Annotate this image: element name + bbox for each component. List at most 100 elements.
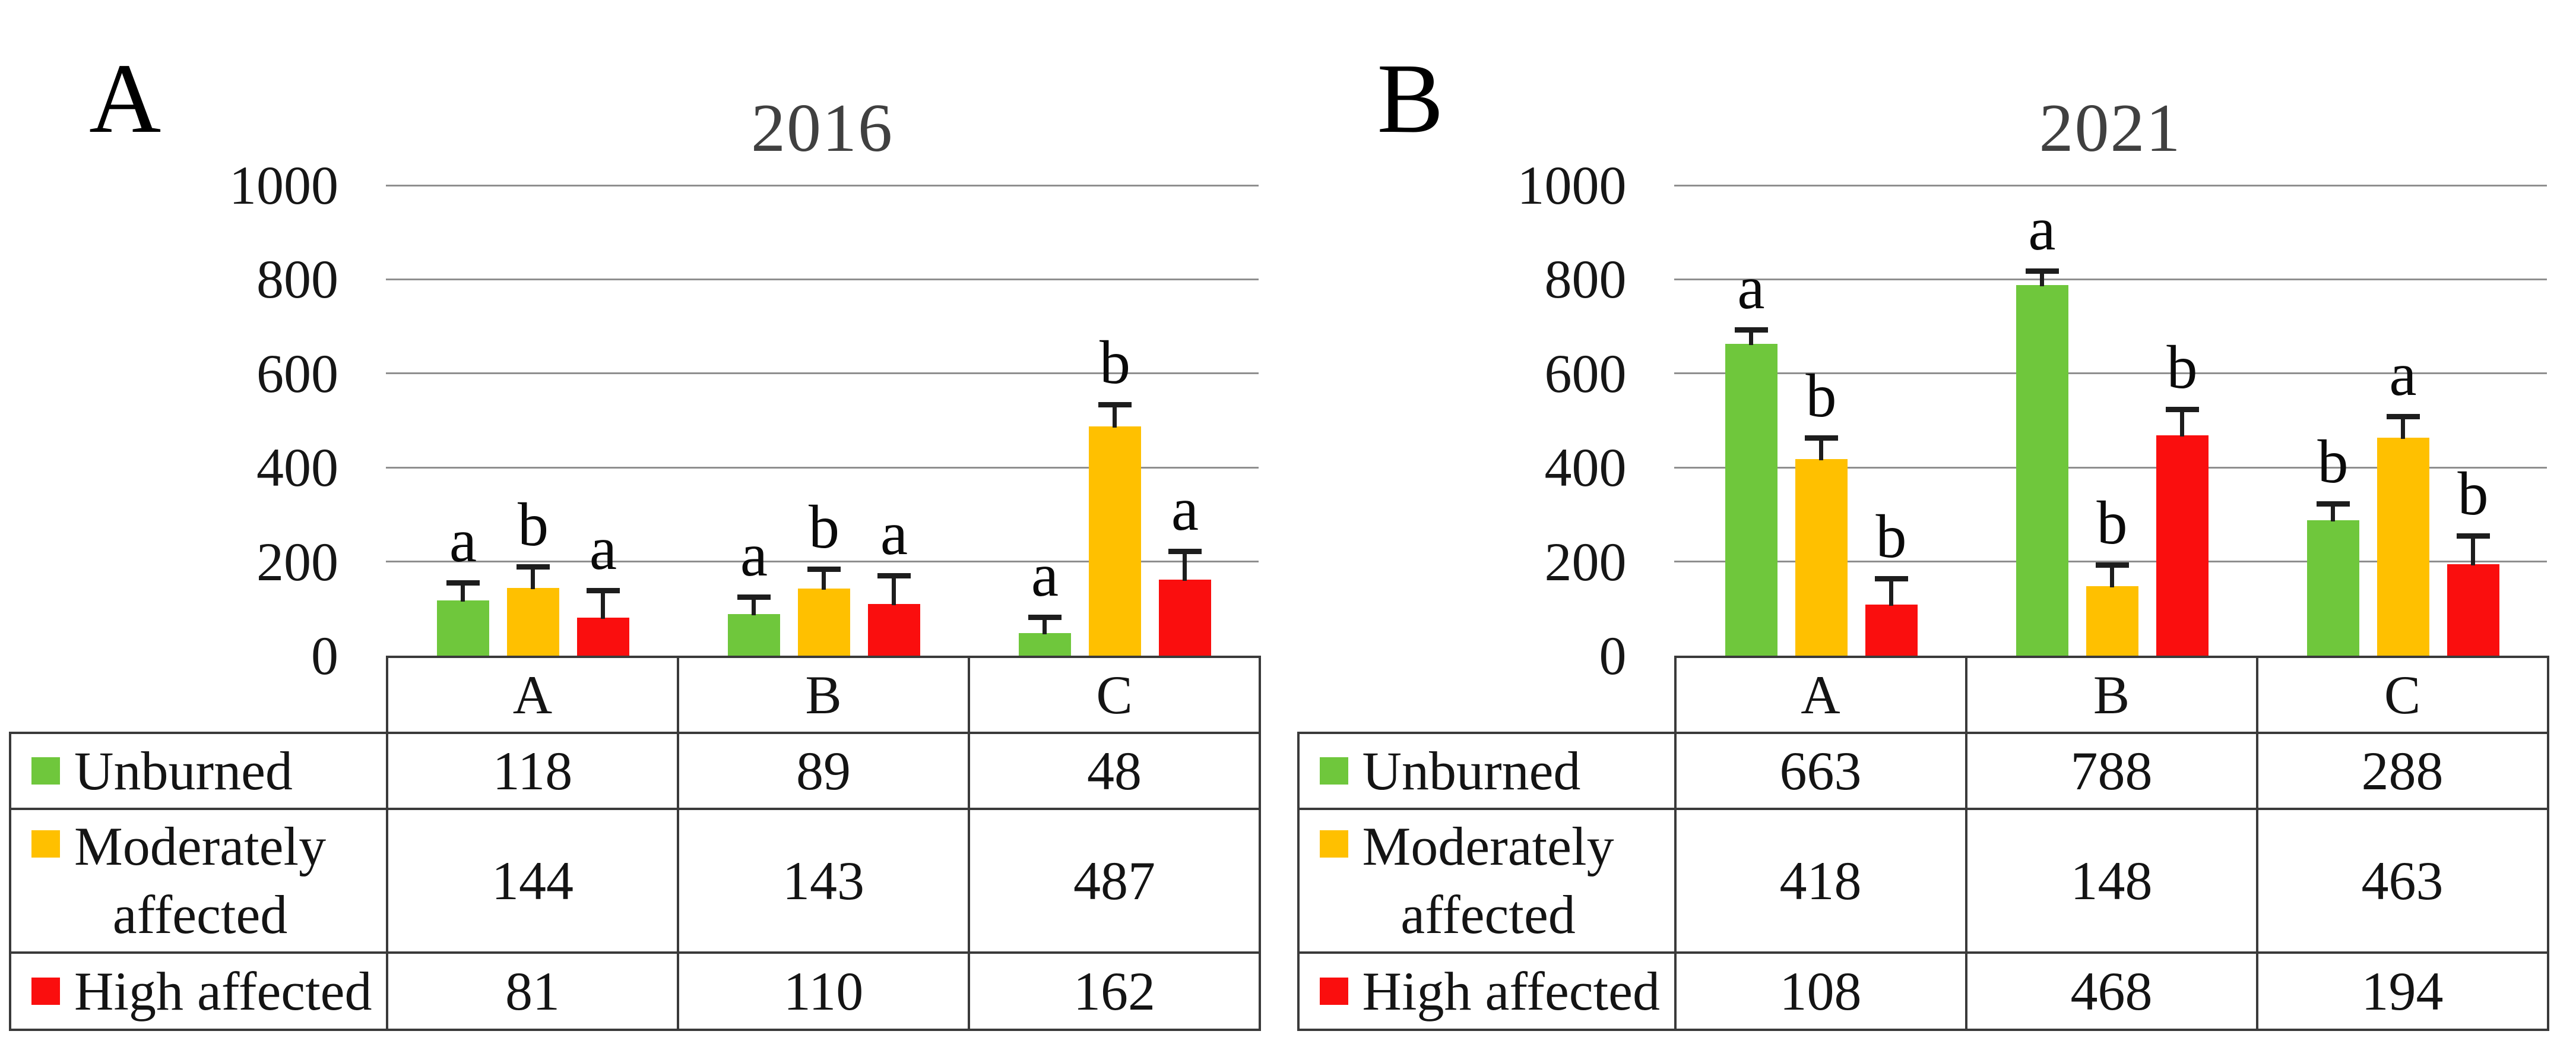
error-bar-cap-high-affected-c <box>1168 549 1202 554</box>
sig-letter-high-affected-c: b <box>2457 460 2489 528</box>
y-tick-label-400: 400 <box>1544 437 1627 498</box>
sig-letter-high-affected-b: b <box>2166 333 2198 401</box>
bar-high-affected-c <box>2447 564 2499 656</box>
high-affected-color-swatch-icon <box>1319 978 1348 1005</box>
y-tick-label-600: 600 <box>256 343 338 404</box>
sig-letter-moderately-affected-c: a <box>2389 340 2417 409</box>
error-bar-cap-high-affected-b <box>877 573 911 578</box>
gridline-400 <box>1674 466 2547 469</box>
gridline-400 <box>386 466 1259 469</box>
bar-unburned-a <box>437 600 489 656</box>
error-bar-cap-moderately-affected-b <box>2095 562 2129 568</box>
table-value-high-affected-a: 81 <box>386 951 679 1031</box>
table-col-header-a: A <box>386 656 679 734</box>
error-bar-cap-unburned-c <box>1028 615 1062 620</box>
sig-letter-unburned-c: b <box>2317 428 2349 496</box>
table-value-moderately-affected-a: 418 <box>1674 808 1967 954</box>
legend-cell-moderately-affected: Moderately affected <box>1297 808 1677 954</box>
legend-label-high-affected: High affected <box>74 960 372 1021</box>
sig-letter-moderately-affected-c: b <box>1100 328 1130 397</box>
error-bar-moderately-affected-a <box>1818 438 1823 460</box>
legend-label-moderately-affected: Moderately affected <box>74 816 327 945</box>
sig-letter-unburned-b: a <box>2028 195 2056 263</box>
error-bar-moderately-affected-c <box>2400 416 2405 439</box>
y-tick-label-800: 800 <box>1544 249 1627 310</box>
table-corner-cell <box>1298 657 1675 733</box>
error-bar-cap-unburned-b <box>2025 268 2059 274</box>
error-bar-high-affected-a <box>601 590 605 619</box>
sig-letter-high-affected-a: a <box>589 514 617 583</box>
table-value-unburned-c: 48 <box>968 732 1261 810</box>
legend-entry-high-affected: High affected <box>12 957 385 1026</box>
legend-label-high-affected: High affected <box>1362 960 1661 1021</box>
error-bar-high-affected-c <box>2470 536 2475 565</box>
table-value-unburned-b: 788 <box>1965 732 2258 810</box>
legend-label-moderately-affected: Moderately affected <box>1362 816 1614 945</box>
error-bar-cap-high-affected-a <box>587 588 620 593</box>
error-bar-cap-unburned-a <box>1734 327 1768 333</box>
sig-letter-unburned-c: a <box>1031 541 1059 609</box>
error-bar-unburned-c <box>2330 504 2335 521</box>
table-col-header-b: B <box>1965 656 2258 734</box>
bar-unburned-b <box>2016 285 2068 656</box>
high-affected-color-swatch-icon <box>31 978 60 1005</box>
error-bar-moderately-affected-b <box>2109 565 2114 587</box>
sig-letter-unburned-b: a <box>740 521 768 589</box>
error-bar-moderately-affected-a <box>531 567 535 589</box>
y-tick-label-1000: 1000 <box>229 155 338 216</box>
error-bar-unburned-a <box>1748 330 1753 345</box>
table-value-high-affected-c: 162 <box>968 951 1261 1031</box>
legend-cell-high-affected: High affected <box>9 951 388 1031</box>
error-bar-moderately-affected-c <box>1113 404 1117 428</box>
table-col-header-b: B <box>677 656 970 734</box>
bar-high-affected-c <box>1159 580 1211 656</box>
legend-entry-unburned: Unburned <box>1301 737 1673 805</box>
sig-letter-moderately-affected-b: b <box>809 493 839 561</box>
unburned-color-swatch-icon <box>1319 757 1348 785</box>
legend-label-unburned: Unburned <box>1362 740 1581 801</box>
legend-entry-unburned: Unburned <box>12 737 385 805</box>
y-tick-label-0: 0 <box>311 625 338 686</box>
gridline-800 <box>386 278 1259 280</box>
error-bar-unburned-c <box>1043 617 1047 634</box>
bar-moderately-affected-c <box>1089 426 1141 656</box>
chart-title: 2016 <box>751 90 893 166</box>
y-tick-label-200: 200 <box>256 531 338 592</box>
error-bar-high-affected-a <box>1889 578 1893 606</box>
bar-moderately-affected-a <box>507 588 559 656</box>
y-tick-label-0: 0 <box>1599 625 1627 686</box>
table-value-high-affected-b: 468 <box>1965 951 2258 1031</box>
sig-letter-high-affected-b: a <box>880 499 908 568</box>
y-axis: 1000 800 600 400 200 0 <box>229 155 338 686</box>
unburned-color-swatch-icon <box>31 757 60 785</box>
y-tick-label-800: 800 <box>256 249 338 310</box>
table-value-high-affected-b: 110 <box>677 951 970 1031</box>
table-value-unburned-c: 288 <box>2255 732 2549 810</box>
error-bar-high-affected-c <box>1183 551 1187 581</box>
moderately-affected-color-swatch-icon <box>1319 830 1348 858</box>
error-bar-high-affected-b <box>2179 409 2184 437</box>
error-bar-unburned-b <box>752 597 756 615</box>
table-col-header-a: A <box>1674 656 1967 734</box>
sig-letter-high-affected-a: b <box>1875 502 1907 571</box>
table-value-high-affected-a: 108 <box>1674 951 1967 1031</box>
sig-letter-moderately-affected-b: b <box>2096 489 2128 557</box>
legend-label-unburned: Unburned <box>74 740 293 801</box>
data-table: A B C Unburned 663 788 288 Moderately affected 4… <box>1297 656 2549 1031</box>
table-value-moderately-affected-a: 144 <box>386 808 679 954</box>
table-value-unburned-b: 89 <box>677 732 970 810</box>
error-bar-unburned-a <box>461 583 465 602</box>
y-axis: 1000 800 600 400 200 0 <box>1288 0 2576 1050</box>
legend-cell-unburned: Unburned <box>1297 732 1677 810</box>
error-bar-cap-unburned-b <box>737 594 771 600</box>
gridline-800 <box>1674 278 2547 280</box>
error-bar-cap-high-affected-b <box>2165 407 2199 412</box>
error-bar-cap-moderately-affected-a <box>517 564 550 570</box>
bar-high-affected-b <box>868 604 920 656</box>
gridline-200 <box>386 561 1259 563</box>
y-tick-label-1000: 1000 <box>1517 155 1627 216</box>
table-value-unburned-a: 663 <box>1674 732 1967 810</box>
table-corner-cell <box>10 657 387 733</box>
gridline-600 <box>1674 372 2547 375</box>
